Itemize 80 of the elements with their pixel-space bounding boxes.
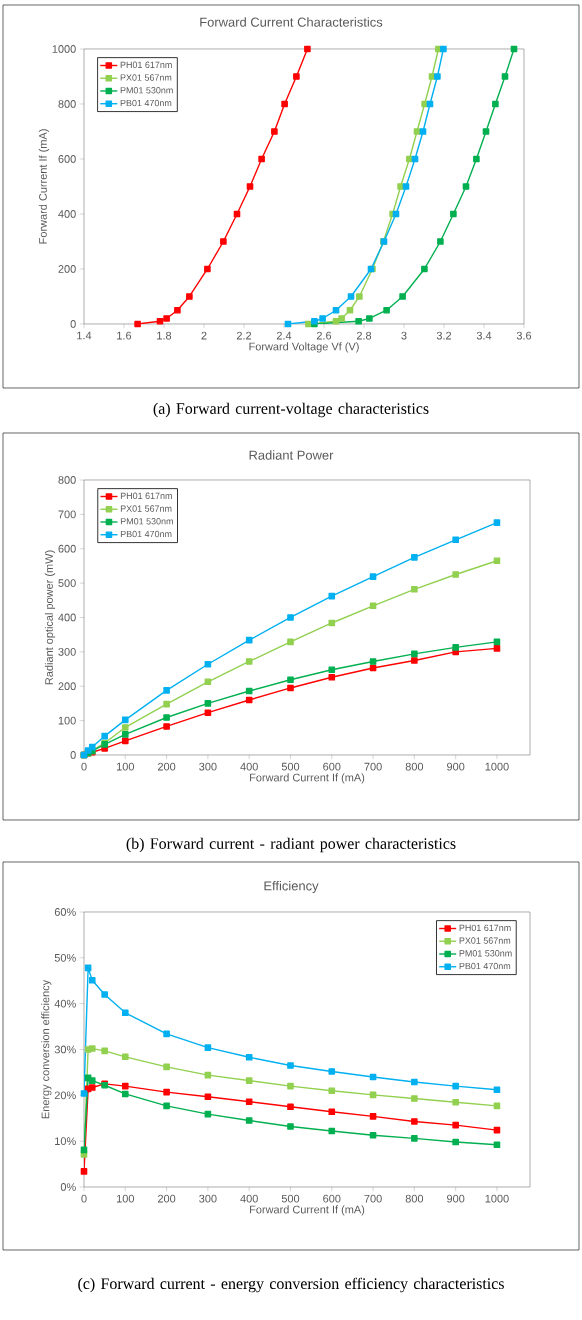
y-tick-label: 200 [58,682,76,691]
x-tick-label: 600 [323,1194,341,1203]
x-tick-label: 3.6 [516,331,532,340]
x-tick-label: 300 [199,762,217,771]
y-tick-label: 1000 [52,45,76,53]
chart-title: Efficiency [264,880,319,894]
y-tick-label: 400 [58,210,76,218]
x-tick-label: 200 [158,762,176,771]
chart-title: Forward Current Characteristics [200,17,383,27]
y-tick-label: 20% [54,1091,76,1100]
legend-label: PH01 617nm [120,61,172,68]
y-tick-label: 600 [58,544,76,553]
x-tick-label: 1.8 [157,331,172,340]
y-tick-label: 700 [58,510,76,519]
legend-label: PX01 567nm [120,74,172,81]
y-tick-label: 30% [54,1045,76,1054]
x-tick-label: 1000 [485,1194,509,1203]
y-tick-label: 800 [58,100,76,108]
y-tick-label: 200 [58,265,76,273]
y-tick-label: 0 [70,751,76,759]
legend-label: PH01 617nm [120,492,172,499]
x-tick-label: 700 [364,762,382,771]
y-tick-label: 300 [58,647,76,656]
chart-title: Radiant Power [249,450,334,460]
y-tick-label: 40% [54,999,76,1008]
x-tick-label: 2 [201,331,207,340]
legend-label: PB01 470nm [120,99,172,107]
x-tick-label: 3 [401,331,407,340]
x-tick-label: 900 [447,762,465,771]
y-tick-label: 100 [58,716,76,725]
legend-label: PX01 567nm [459,937,511,944]
y-axis-title: Radiant optical power (mW) [44,550,56,685]
legend-label: PH01 617nm [459,924,511,931]
y-tick-label: 0 [70,320,76,328]
x-axis-title: Forward Voltage Vf (V) [249,342,359,353]
x-tick-label: 600 [323,762,341,771]
x-tick-label: 1.6 [117,331,132,340]
x-tick-label: 1000 [485,762,509,771]
x-tick-label: 700 [364,1194,382,1203]
x-tick-label: 800 [405,762,424,771]
y-tick-label: 800 [58,476,76,484]
x-tick-label: 0 [81,1194,87,1203]
x-tick-label: 2.4 [276,331,292,340]
x-tick-label: 2.2 [236,331,252,340]
x-tick-label: 500 [281,762,300,771]
legend-label: PM01 530nm [120,87,173,94]
x-tick-label: 800 [405,1194,424,1203]
y-axis-title: Energy conversion efficiency [41,979,52,1119]
x-tick-label: 400 [240,762,258,771]
x-tick-label: 2.8 [356,331,372,340]
legend-label: PB01 470nm [120,530,172,538]
x-tick-label: 0 [81,762,87,771]
y-tick-label: 0% [60,1183,76,1191]
legend-label: PB01 470nm [459,962,511,970]
x-tick-label: 1.4 [77,331,92,340]
x-tick-label: 3.4 [476,331,492,340]
x-tick-label: 200 [158,1194,176,1203]
legend-label: PM01 530nm [120,518,173,525]
text: (a) Forward current-voltage characteristics [153,402,429,418]
x-axis-title: Forward Current If (mA) [250,1205,365,1216]
y-tick-label: 60% [54,908,76,916]
x-axis-title: Forward Current If (mA) [250,773,365,784]
y-tick-label: 500 [58,579,76,587]
x-tick-label: 300 [199,1194,217,1203]
x-tick-label: 900 [447,1194,465,1203]
y-tick-label: 10% [55,1137,76,1146]
x-tick-label: 100 [116,1194,134,1203]
y-tick-label: 600 [58,155,76,163]
legend-label: PX01 567nm [120,505,172,512]
x-tick-label: 400 [240,1194,258,1203]
y-tick-label: 50% [54,953,76,962]
legend-label: PM01 530nm [459,950,512,957]
y-tick-label: 400 [58,613,76,622]
text: (c) Forward current - energy conversion efficiency characteristics [78,1277,504,1293]
y-axis-title: Forward Current If (mA) [38,129,50,244]
x-tick-label: 3.2 [436,331,452,340]
text: (b) Forward current - radiant power characteristics [126,837,456,853]
x-tick-label: 2.6 [316,331,332,340]
x-tick-label: 100 [116,762,134,771]
x-tick-label: 500 [281,1194,300,1203]
